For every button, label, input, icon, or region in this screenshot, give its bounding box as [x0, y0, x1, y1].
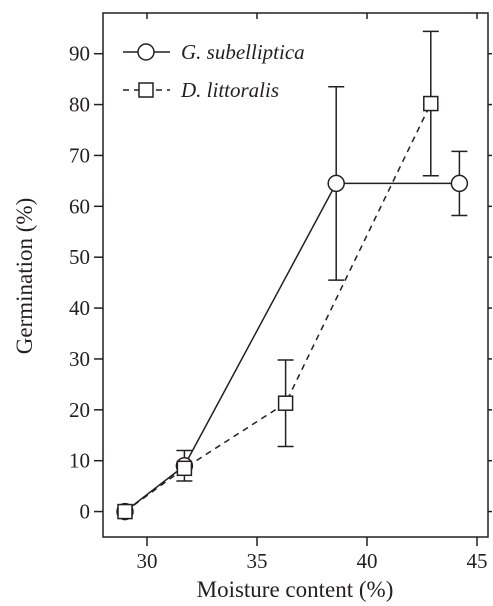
x-axis-title: Moisture content (%)	[197, 577, 394, 602]
series-line-1	[124, 103, 432, 513]
x-tick-label-45: 45	[467, 549, 488, 573]
data-point-circle-3	[450, 174, 469, 193]
y-tick-label-10: 10	[69, 449, 90, 473]
data-point-square-3	[423, 95, 439, 112]
series-layer	[116, 30, 469, 521]
legend: G. subelliptica D. littoralis	[123, 40, 305, 102]
y-tick-label-0: 0	[80, 500, 91, 524]
legend-item-g-subelliptica: G. subelliptica	[123, 40, 305, 64]
x-tick-label-30: 30	[137, 549, 158, 573]
y-tick-label-70: 70	[69, 143, 90, 167]
y-tick-label-40: 40	[69, 296, 90, 320]
legend-circle-marker	[137, 43, 155, 61]
data-point-square-0	[117, 503, 133, 520]
legend-label-g-subelliptica: G. subelliptica	[181, 40, 305, 64]
series-line-0	[124, 182, 460, 513]
x-tick-label-35: 35	[247, 549, 268, 573]
y-tick-label-90: 90	[69, 42, 90, 66]
data-point-square-2	[277, 395, 294, 411]
y-tick-label-50: 50	[69, 245, 90, 269]
y-tick-label-60: 60	[69, 194, 90, 218]
tick-labels: 0 10 20 30 40 50 60 70 80 90 30 35 40 45	[69, 42, 488, 573]
data-point-circle-2	[327, 174, 345, 193]
plot-frame	[102, 12, 489, 538]
legend-square-marker	[138, 82, 154, 98]
series-g-subelliptica	[116, 86, 469, 521]
x-tick-label-40: 40	[357, 549, 378, 573]
y-tick-label-20: 20	[69, 398, 90, 422]
axis-ticks	[94, 13, 492, 546]
legend-label-d-littoralis: D. littoralis	[180, 78, 279, 102]
y-tick-label-80: 80	[69, 93, 90, 117]
series-d-littoralis	[117, 30, 439, 520]
y-tick-label-30: 30	[69, 347, 90, 371]
legend-item-d-littoralis: D. littoralis	[123, 78, 279, 102]
y-axis-title: Germination (%)	[12, 198, 37, 354]
data-point-square-1	[176, 460, 193, 477]
